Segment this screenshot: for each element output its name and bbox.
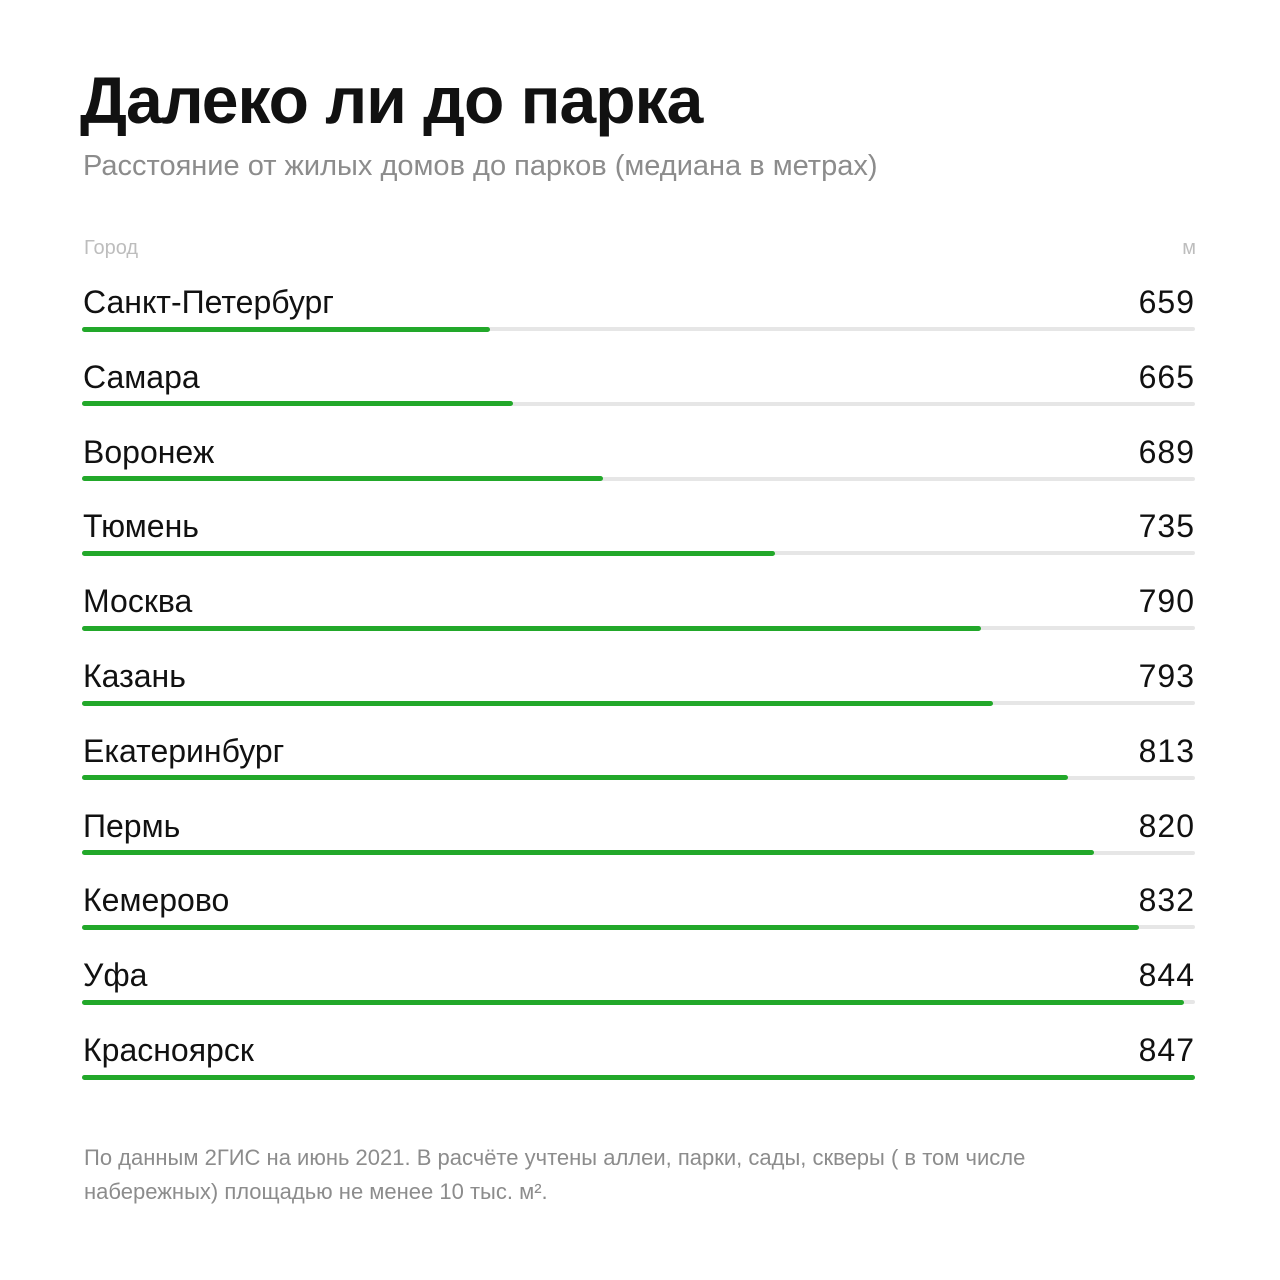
bar <box>82 625 982 631</box>
unit-column-header: м <box>1182 237 1196 259</box>
bar <box>82 850 1094 856</box>
bar-row: Казань 793 <box>82 658 1195 708</box>
bar-row: Екатеринбург 813 <box>82 733 1195 783</box>
value-label: 665 <box>1138 358 1195 395</box>
bar <box>82 326 491 332</box>
bar-track <box>82 1074 1195 1080</box>
value-label: 735 <box>1138 508 1195 545</box>
bar-track <box>82 476 1195 482</box>
value-label: 659 <box>1138 284 1195 320</box>
bar-track <box>82 326 1195 332</box>
bar <box>82 999 1184 1005</box>
value-label: 820 <box>1138 807 1195 844</box>
city-label: Казань <box>83 658 186 694</box>
value-label: 844 <box>1138 957 1195 994</box>
chart-subtitle: Расстояние от жилых домов до парков (мед… <box>83 150 878 182</box>
bar-row: Воронеж 689 <box>82 434 1195 484</box>
bar-track <box>82 775 1195 781</box>
city-label: Кемерово <box>83 882 230 919</box>
bar-row: Пермь 820 <box>82 808 1195 858</box>
bar-track <box>82 850 1195 856</box>
bar <box>82 550 776 556</box>
city-label: Санкт-Петербург <box>83 284 334 320</box>
city-label: Воронеж <box>83 433 215 470</box>
chart-title: Далеко ли до парка <box>80 63 703 137</box>
bar-row: Красноярск 847 <box>82 1032 1195 1082</box>
city-label: Красноярск <box>83 1032 254 1068</box>
bar-row: Москва 790 <box>82 583 1195 633</box>
city-label: Москва <box>83 583 193 620</box>
bar-row: Кемерово 832 <box>82 882 1195 932</box>
bar-track <box>82 700 1195 706</box>
city-label: Пермь <box>83 807 181 844</box>
value-label: 832 <box>1138 882 1195 919</box>
bar-track <box>82 550 1195 556</box>
bar-track <box>82 924 1195 930</box>
value-label: 813 <box>1138 732 1195 769</box>
bar <box>82 700 993 706</box>
bar-track <box>82 625 1195 631</box>
bar-track <box>82 401 1195 407</box>
source-footnote: По данным 2ГИС на июнь 2021. В расчёте у… <box>84 1145 1026 1204</box>
city-label: Тюмень <box>83 508 199 545</box>
bar-row: Уфа 844 <box>82 957 1195 1007</box>
bar-row: Тюмень 735 <box>82 508 1195 558</box>
bar-row: Санкт-Петербург 659 <box>82 284 1195 334</box>
bar <box>82 401 513 407</box>
city-label: Екатеринбург <box>83 732 285 769</box>
city-column-header: Город <box>84 237 139 259</box>
bar-chart: Санкт-Петербург 659 Самара 665 Воронеж 689 Тюм… <box>82 0 1195 1280</box>
bar-track <box>82 999 1195 1005</box>
bar <box>82 775 1068 781</box>
value-label: 793 <box>1138 658 1195 694</box>
bar-row: Самара 665 <box>82 359 1195 409</box>
city-label: Уфа <box>83 957 148 994</box>
value-label: 689 <box>1138 433 1195 470</box>
value-label: 790 <box>1138 583 1195 620</box>
bar <box>82 1074 1195 1080</box>
city-label: Самара <box>83 358 200 395</box>
bar <box>82 924 1139 930</box>
bar <box>82 476 603 482</box>
value-label: 847 <box>1138 1032 1195 1068</box>
